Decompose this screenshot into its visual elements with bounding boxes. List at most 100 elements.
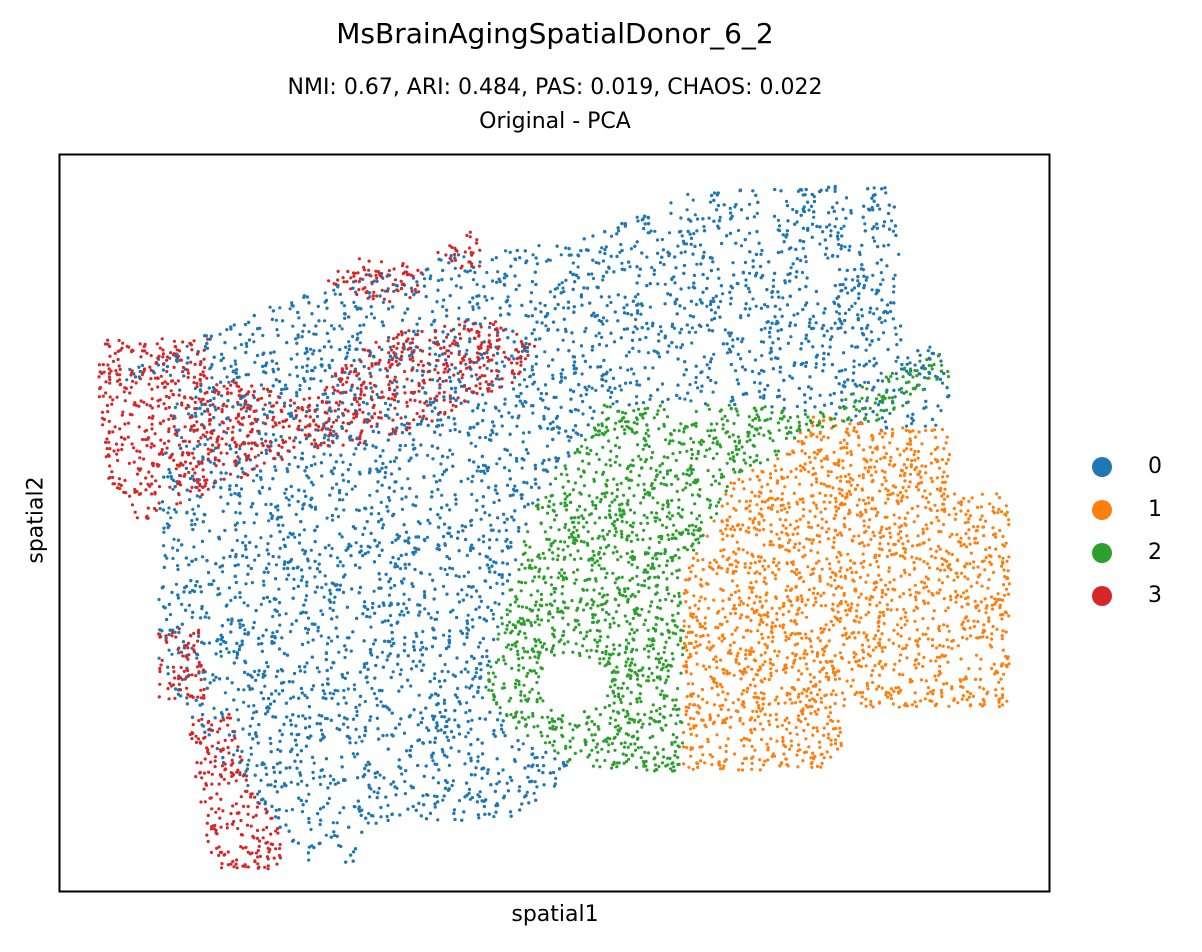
series-0-point	[287, 412, 291, 416]
series-0-point	[377, 541, 381, 545]
series-0-point	[133, 375, 137, 379]
series-0-point	[406, 477, 410, 481]
series-0-point	[299, 749, 303, 753]
series-0-point	[301, 714, 305, 718]
series-0-point	[342, 304, 346, 308]
series-0-point	[284, 701, 288, 705]
series-0-point	[910, 422, 914, 426]
series-0-point	[290, 808, 294, 812]
series-0-point	[173, 405, 177, 410]
series-0-point	[490, 296, 494, 300]
series-0-point	[355, 508, 359, 512]
series-0-point	[625, 327, 630, 331]
series-0-point	[769, 357, 773, 361]
series-0-point	[808, 321, 812, 325]
series-0-point	[233, 359, 237, 363]
series-0-point	[375, 697, 379, 701]
series-0-point	[174, 687, 178, 691]
series-0-point	[266, 570, 270, 574]
series-0-point	[387, 495, 391, 500]
series-0-point	[480, 696, 485, 700]
series-0-point	[616, 319, 620, 323]
series-0-point	[380, 466, 384, 470]
series-0-point	[267, 706, 271, 710]
series-0-point	[343, 655, 347, 660]
series-0-point	[390, 637, 395, 641]
series-0-point	[284, 766, 288, 770]
series-0-point	[190, 519, 194, 523]
series-0-point	[345, 492, 349, 496]
series-0-point	[396, 399, 400, 404]
series-0-point	[475, 360, 479, 364]
series-0-point	[456, 592, 460, 596]
series-0-point	[234, 510, 238, 515]
series-0-point	[416, 603, 420, 607]
series-0-point	[551, 376, 555, 381]
series-0-point	[872, 312, 876, 316]
series-0-point	[642, 227, 646, 231]
series-0-point	[493, 734, 497, 738]
series-0-point	[378, 294, 382, 298]
series-0-point	[238, 447, 242, 451]
series-0-point	[705, 276, 710, 280]
series-0-point	[938, 377, 943, 381]
series-0-point	[312, 761, 316, 765]
series-0-point	[333, 688, 337, 693]
series-0-point	[420, 668, 424, 673]
series-0-point	[734, 369, 738, 373]
series-0-point	[440, 715, 444, 719]
series-0-point	[603, 252, 607, 256]
series-0-point	[657, 332, 661, 336]
series-0-point	[244, 350, 248, 355]
series-0-point	[258, 491, 262, 495]
series-0-point	[521, 742, 525, 746]
series-0-point	[200, 604, 204, 609]
series-0-point	[537, 244, 541, 248]
series-0-point	[332, 692, 336, 696]
series-0-point	[514, 558, 518, 562]
series-0-point	[739, 208, 744, 212]
series-0-point	[491, 612, 495, 616]
series-0-point	[835, 310, 839, 314]
series-0-point	[418, 316, 422, 321]
series-0-point	[235, 650, 239, 655]
series-0-point	[350, 402, 354, 406]
series-0-point	[657, 339, 661, 343]
series-0-point	[590, 386, 594, 390]
series-0-point	[893, 395, 897, 399]
series-0-point	[193, 522, 197, 527]
series-0-point	[735, 378, 739, 382]
series-0-point	[357, 591, 361, 595]
series-0-point	[820, 344, 825, 348]
series-0-point	[407, 562, 411, 566]
series-0-point	[503, 466, 507, 470]
series-0-point	[638, 267, 642, 271]
series-0-point	[686, 192, 690, 196]
series-0-point	[167, 648, 171, 652]
series-0-point	[894, 332, 898, 336]
series-0-point	[323, 291, 327, 295]
series-0-point	[768, 326, 773, 330]
series-0-point	[198, 495, 202, 499]
series-0-point	[729, 331, 734, 335]
series-0-point	[731, 261, 735, 265]
series-0-point	[243, 632, 247, 636]
series-0-point	[587, 272, 591, 276]
series-0-point	[407, 354, 411, 358]
series-0-point	[307, 725, 312, 729]
series-0-point	[825, 329, 829, 333]
series-0-point	[650, 265, 654, 270]
series-0-point	[438, 478, 442, 483]
series-0-point	[496, 718, 500, 722]
series-0-point	[389, 623, 393, 627]
series-0-point	[653, 229, 657, 233]
series-0-point	[480, 741, 484, 745]
series-0-point	[477, 605, 481, 609]
series-0-point	[279, 667, 283, 672]
series-0-point	[531, 253, 535, 257]
series-0-point	[297, 714, 301, 718]
series-0-point	[497, 409, 501, 413]
series-0-point	[708, 200, 713, 204]
series-0-point	[276, 508, 280, 512]
series-0-point	[501, 592, 505, 596]
